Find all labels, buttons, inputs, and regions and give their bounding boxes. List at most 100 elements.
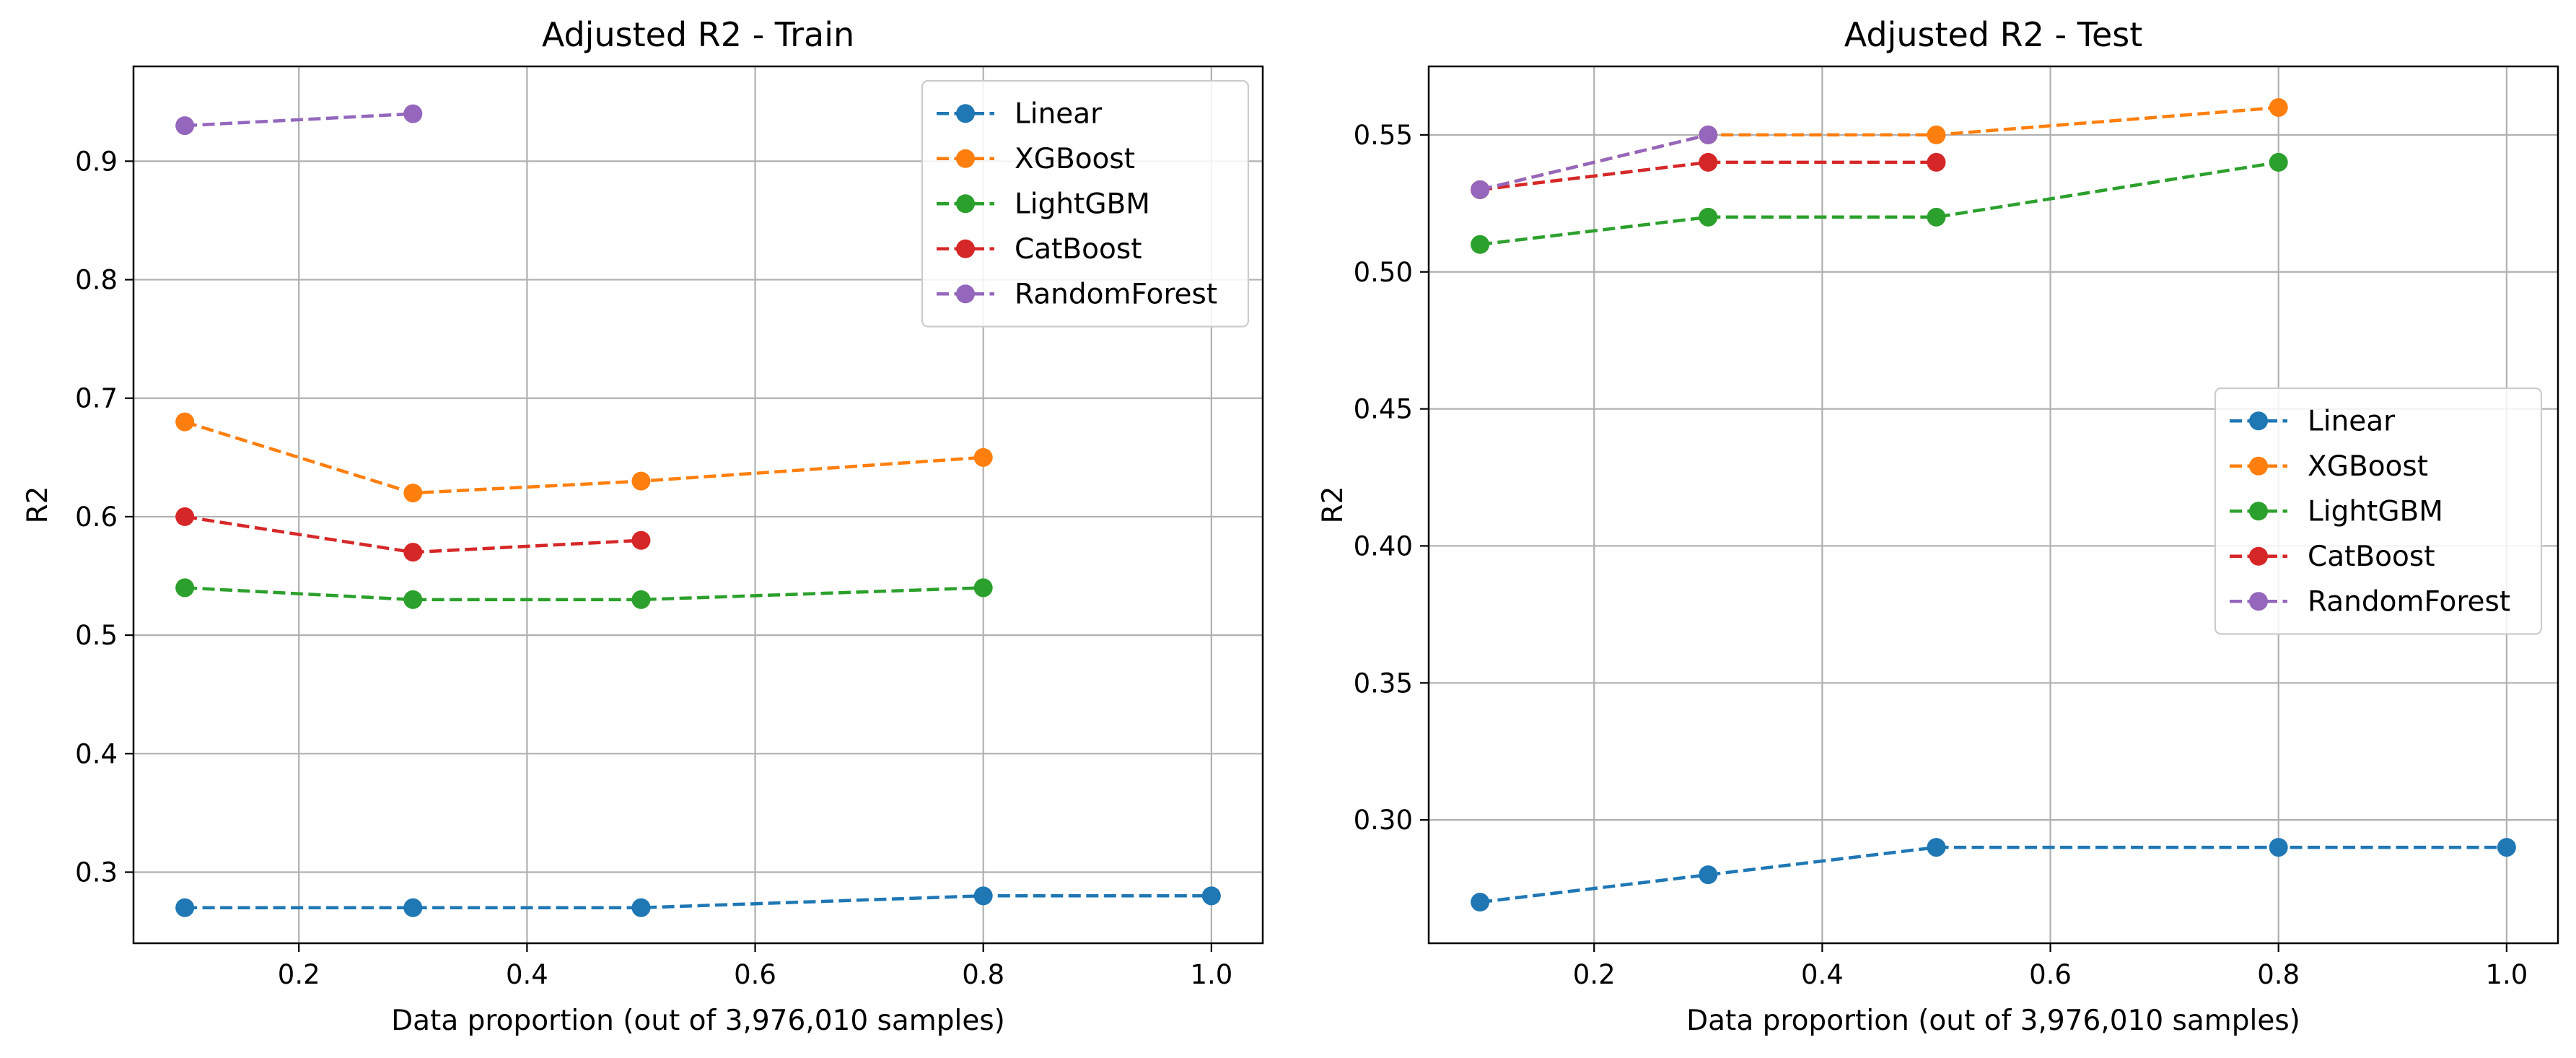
train-legend-box — [921, 79, 1250, 328]
test-y-tick-label: 0.40 — [1354, 530, 1413, 561]
train-point-lightgbm — [175, 578, 195, 598]
test-point-linear — [1699, 865, 1718, 885]
test-point-lightgbm — [1927, 207, 1946, 227]
test-legend-box — [2214, 387, 2543, 635]
train-point-catboost — [175, 507, 195, 526]
test-point-catboost — [1927, 152, 1946, 172]
train-legend-label-linear: Linear — [1015, 97, 1103, 130]
train-y-axis-label: R2 — [22, 486, 54, 524]
test-legend-marker-catboost — [2249, 546, 2268, 566]
train-legend-marker-lightgbm — [956, 194, 975, 214]
train-point-linear — [1201, 886, 1221, 906]
test-series-line-lightgbm — [1479, 160, 2279, 247]
test-series-line-randomforest — [1479, 133, 1709, 192]
train-x-tick-label: 0.2 — [278, 959, 320, 990]
train-legend-marker-randomforest — [956, 284, 975, 304]
test-x-axis-label: Data proportion (out of 3,976,010 sample… — [1686, 1005, 2300, 1037]
test-x-tick-label: 0.8 — [2257, 959, 2300, 990]
train-x-tick-label: 1.0 — [1190, 959, 1232, 990]
train-point-randomforest — [403, 104, 423, 123]
train-x-tick-label: 0.6 — [734, 959, 776, 990]
train-series-line-randomforest — [184, 112, 413, 128]
train-legend-marker-xgboost — [956, 149, 975, 168]
test-point-xgboost — [2269, 97, 2288, 117]
train-point-lightgbm — [973, 578, 993, 598]
test-point-linear — [2497, 838, 2516, 857]
train-series-line-lightgbm — [184, 586, 983, 602]
test-y-tick-label: 0.55 — [1354, 120, 1413, 151]
train-point-linear — [973, 886, 993, 906]
test-legend: Linear XGBoost LightGBM CatBoost RandomFores… — [2214, 387, 2543, 635]
train-x-axis-label: Data proportion (out of 3,976,010 sample… — [391, 1005, 1005, 1037]
train-x-tick-label: 0.4 — [506, 959, 548, 990]
test-point-randomforest — [1699, 125, 1718, 144]
train-point-xgboost — [631, 471, 651, 491]
test-x-tick-label: 0.2 — [1573, 959, 1616, 990]
test-point-lightgbm — [2269, 152, 2288, 172]
test-legend-label-linear: Linear — [2308, 405, 2396, 437]
train-legend-marker-catboost — [956, 239, 975, 258]
test-legend-marker-lightgbm — [2249, 502, 2268, 521]
train-y-tick-label: 0.3 — [75, 857, 118, 888]
test-y-tick-label: 0.50 — [1354, 257, 1413, 288]
test-chart-title: Adjusted R2 - Test — [1844, 15, 2143, 54]
train-point-xgboost — [175, 412, 195, 432]
test-y-tick-label: 0.35 — [1354, 668, 1413, 699]
train-axes-frame — [132, 65, 1264, 945]
train-legend-label-randomforest: RandomForest — [1015, 278, 1217, 310]
test-legend-marker-linear — [2249, 411, 2268, 431]
test-legend-label-catboost: CatBoost — [2308, 541, 2435, 573]
train-series-line-linear — [185, 894, 1212, 909]
train-point-linear — [175, 898, 195, 917]
test-point-xgboost — [1927, 125, 1946, 144]
train-point-linear — [631, 898, 651, 917]
train-y-tick-label: 0.7 — [75, 383, 118, 414]
train-chart-title: Adjusted R2 - Train — [542, 15, 854, 54]
train-y-tick-label: 0.9 — [75, 146, 118, 177]
train-legend-label-xgboost: XGBoost — [1015, 143, 1135, 175]
train-point-lightgbm — [631, 590, 651, 609]
test-axes-frame — [1427, 65, 2559, 945]
test-point-linear — [2269, 838, 2288, 857]
test-y-tick-label: 0.45 — [1354, 394, 1413, 425]
test-x-tick-label: 1.0 — [2485, 959, 2528, 990]
test-x-tick-label: 0.4 — [1801, 959, 1844, 990]
test-y-axis-label: R2 — [1317, 486, 1349, 524]
train-legend-label-catboost: CatBoost — [1015, 233, 1142, 266]
test-point-lightgbm — [1699, 207, 1718, 227]
train-point-xgboost — [403, 484, 423, 503]
train-y-tick-label: 0.5 — [75, 620, 118, 651]
train-y-tick-label: 0.8 — [75, 265, 118, 296]
train-point-linear — [403, 898, 423, 917]
test-chart-panel: 0.2 0.4 0.6 0.8 1.0 0.30 0.35 0.40 0.45 0.50 0.55 A… — [1317, 15, 2559, 1037]
train-x-tick-label: 0.8 — [962, 959, 1004, 990]
test-legend-label-xgboost: XGBoost — [2308, 450, 2428, 483]
train-legend-label-lightgbm: LightGBM — [1015, 188, 1150, 220]
train-point-randomforest — [175, 116, 195, 136]
train-series-line-xgboost — [184, 420, 983, 495]
train-y-tick-label: 0.6 — [75, 502, 118, 533]
test-point-linear — [1471, 893, 1490, 912]
train-legend: Linear XGBoost LightGBM CatBoost RandomFores… — [921, 79, 1250, 328]
train-chart-panel: 0.2 0.4 0.6 0.8 1.0 0.3 0.4 0.5 0.6 0.7 0.8 0.9 Adju… — [22, 15, 1264, 1037]
train-point-lightgbm — [403, 590, 423, 609]
test-point-catboost — [1699, 152, 1718, 172]
train-y-tick-label: 0.4 — [75, 738, 118, 769]
train-legend-marker-linear — [956, 104, 975, 123]
train-point-catboost — [403, 543, 423, 562]
train-point-catboost — [631, 530, 651, 550]
test-series-line-catboost — [1479, 160, 1937, 192]
test-point-linear — [1927, 838, 1946, 857]
test-legend-marker-xgboost — [2249, 456, 2268, 476]
test-x-tick-label: 0.6 — [2029, 959, 2072, 990]
test-point-lightgbm — [1471, 235, 1490, 254]
test-legend-label-randomforest: RandomForest — [2308, 585, 2510, 618]
test-legend-marker-randomforest — [2249, 592, 2268, 611]
test-legend-label-lightgbm: LightGBM — [2308, 495, 2443, 528]
test-point-randomforest — [1471, 180, 1490, 199]
train-point-xgboost — [973, 447, 993, 467]
test-series-line-linear — [1479, 845, 2507, 904]
test-y-tick-label: 0.30 — [1354, 805, 1413, 836]
